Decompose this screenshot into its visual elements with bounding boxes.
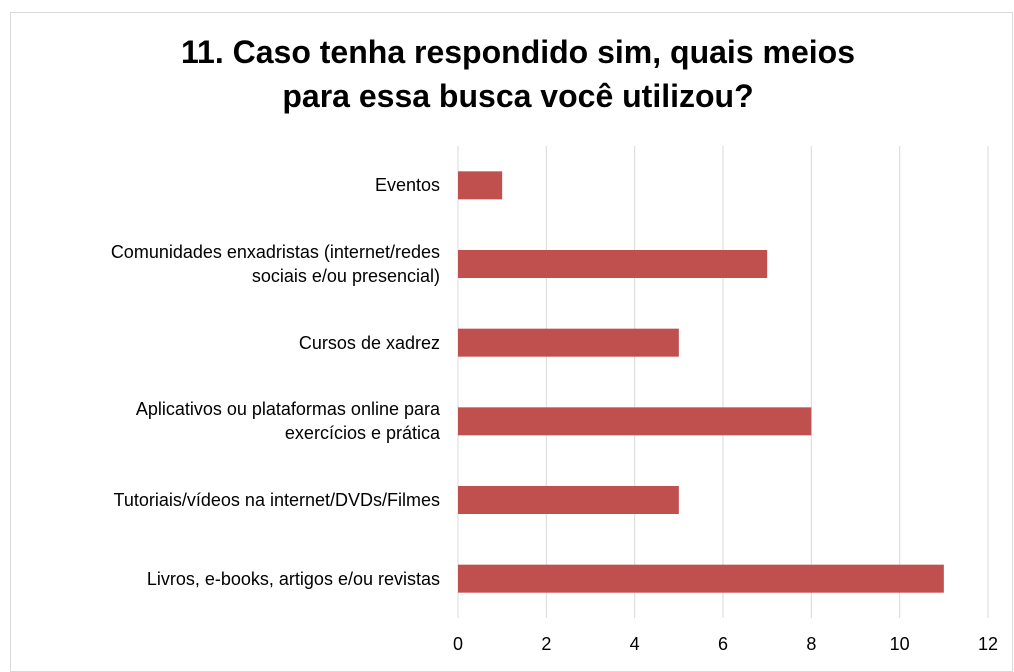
bar <box>458 407 812 436</box>
y-tick-label: Comunidades enxadristas (internet/redes … <box>110 242 440 286</box>
bar <box>458 328 679 357</box>
x-tick-label: 0 <box>453 634 463 654</box>
y-tick-label: Tutoriais/vídeos na internet/DVDs/Filmes <box>113 490 440 510</box>
x-tick-label: 6 <box>718 634 728 654</box>
x-tick-label: 12 <box>978 634 998 654</box>
x-tick-label: 4 <box>630 634 640 654</box>
bar <box>458 564 944 593</box>
y-tick-label: Livros, e-books, artigos e/ou revistas <box>146 568 440 589</box>
chart-title: 11. Caso tenha respondido sim, quais mei… <box>181 34 855 114</box>
bar <box>458 171 503 200</box>
x-tick-label: 8 <box>806 634 816 654</box>
bar <box>458 250 768 278</box>
y-tick-label: Eventos <box>374 175 440 196</box>
x-tick-label: 10 <box>890 634 910 654</box>
bar <box>458 486 679 514</box>
y-tick-label: Aplicativos ou plataformas online para e… <box>135 399 440 444</box>
x-tick-label: 2 <box>541 634 551 654</box>
y-tick-label: Cursos de xadrez <box>298 332 440 353</box>
